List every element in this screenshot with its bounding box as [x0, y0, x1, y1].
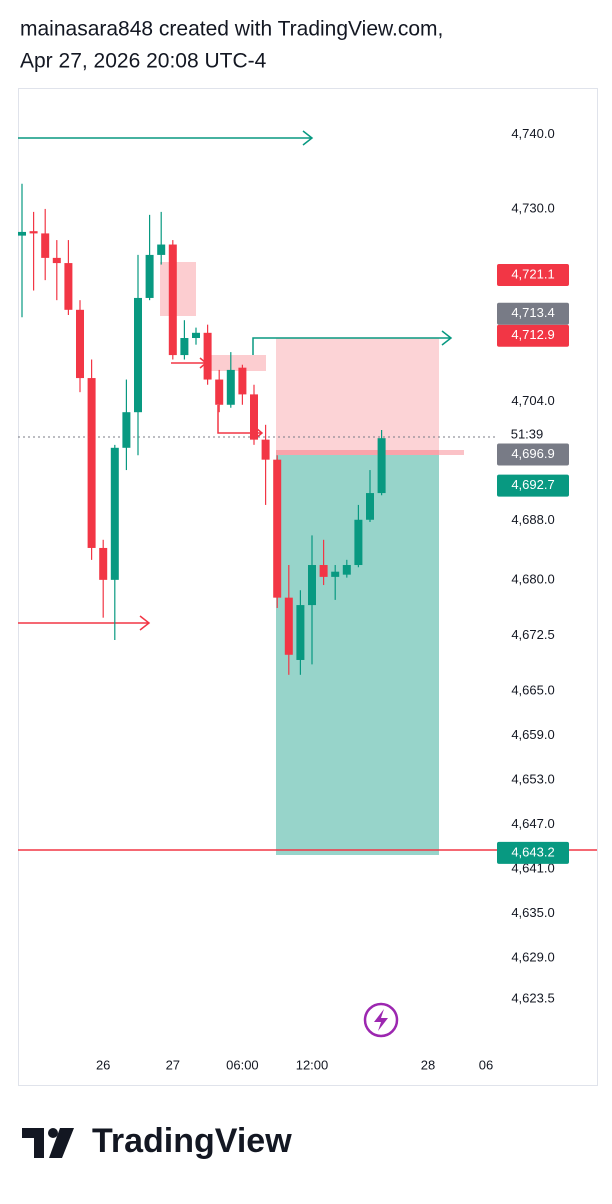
- candle-body: [29, 231, 38, 234]
- candle-body: [134, 297, 142, 413]
- price-label: 4,713.4: [511, 305, 554, 320]
- candle-body: [238, 367, 247, 395]
- candle-body: [87, 378, 96, 548]
- candle-body: [215, 379, 224, 405]
- candle-body: [157, 244, 166, 255]
- x-tick-label: 12:00: [296, 1057, 329, 1072]
- y-tick-label: 4,623.5: [511, 990, 554, 1005]
- arrow: [18, 615, 151, 631]
- candle-body: [18, 231, 26, 236]
- candle-body: [273, 459, 282, 598]
- candle-body: [331, 571, 340, 577]
- y-tick-label: 4,672.5: [511, 627, 554, 642]
- y-tick-label: 4,704.0: [511, 393, 554, 408]
- y-tick-label: 4,647.0: [511, 816, 554, 831]
- candle-body: [261, 439, 270, 460]
- candle-body: [377, 438, 386, 494]
- price-label-box: [497, 841, 569, 864]
- y-tick-label: 4,740.0: [511, 126, 554, 141]
- candle-body: [296, 605, 305, 660]
- candle-body: [203, 332, 212, 380]
- price-label-box: [497, 324, 569, 347]
- candle-body: [41, 233, 50, 258]
- header-line: Apr 27, 2026 20:08 UTC-4: [20, 50, 267, 73]
- x-tick-label: 06: [479, 1057, 493, 1072]
- candle-body: [192, 332, 200, 339]
- candle-body: [354, 519, 363, 566]
- candle-body: [250, 394, 258, 440]
- candle-body: [145, 254, 154, 298]
- price-label-box: [497, 263, 569, 286]
- candle-body: [308, 565, 316, 606]
- candle-body: [366, 493, 374, 520]
- candle-body: [52, 257, 61, 264]
- zone: [160, 262, 196, 316]
- entry-band: [276, 450, 464, 455]
- price-label-box: [497, 474, 569, 497]
- price-label-box: [497, 443, 569, 466]
- lightning-button[interactable]: [363, 1002, 399, 1038]
- y-tick-label: 4,665.0: [511, 683, 554, 698]
- y-tick-label: 4,730.0: [511, 200, 554, 215]
- y-tick-label: 4,659.0: [511, 727, 554, 742]
- countdown: 51:39: [511, 426, 544, 441]
- candle-body: [342, 565, 351, 575]
- header-line: mainasara848 created with TradingView.co…: [20, 18, 443, 41]
- y-tick-label: 4,629.0: [511, 950, 554, 965]
- logo: [22, 1128, 74, 1158]
- y-tick-label: 4,635.0: [511, 905, 554, 920]
- candle-body: [76, 309, 84, 379]
- candle-body: [180, 338, 189, 356]
- x-tick-label: 06:00: [226, 1057, 259, 1072]
- candle-body: [110, 447, 119, 580]
- price-label: 4,692.7: [511, 477, 554, 492]
- price-label-box: [497, 302, 569, 325]
- candle-body: [64, 263, 73, 310]
- price-label: 4,643.2: [511, 844, 554, 859]
- candle-body: [284, 597, 293, 655]
- arrow: [252, 330, 453, 355]
- candle-body: [122, 412, 131, 448]
- logo-text: TradingView: [92, 1122, 292, 1160]
- candle-body: [226, 369, 235, 405]
- chart-frame: [18, 88, 598, 1086]
- y-tick-label: 4,680.0: [511, 571, 554, 586]
- candle-body: [319, 565, 328, 577]
- price-label: 4,696.9: [511, 446, 554, 461]
- y-tick-label: 4,653.0: [511, 772, 554, 787]
- candle-body: [99, 547, 108, 580]
- stop-zone: [276, 338, 439, 455]
- arrow: [18, 130, 314, 146]
- x-tick-label: 28: [421, 1057, 435, 1072]
- price-label: 4,721.1: [511, 266, 554, 281]
- x-tick-label: 26: [96, 1057, 110, 1072]
- arrow: [171, 357, 208, 369]
- y-tick-label: 4,641.0: [511, 861, 554, 876]
- price-label: 4,712.9: [511, 327, 554, 342]
- candle-body: [168, 244, 177, 356]
- zone: [205, 355, 266, 371]
- x-tick-label: 27: [166, 1057, 180, 1072]
- y-tick-label: 4,688.0: [511, 512, 554, 527]
